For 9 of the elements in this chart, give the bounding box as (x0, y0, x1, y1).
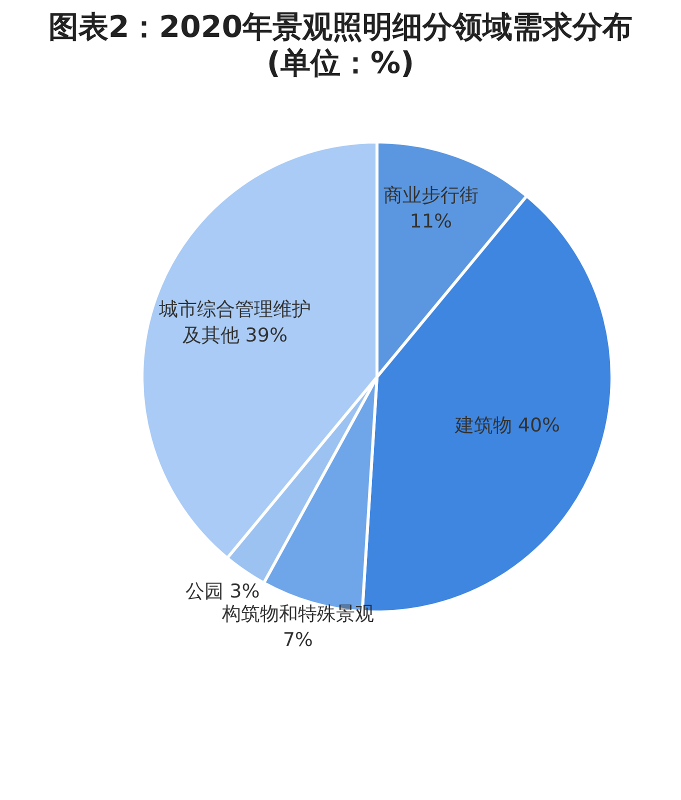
slice-label: 商业步行街 (383, 184, 478, 206)
slice-label: 公园 3% (186, 580, 260, 603)
chart-title: 图表2：2020年景观照明细分领域需求分布 (47, 10, 634, 46)
data-label: 11% (410, 210, 452, 232)
slice-label: 建筑物 40% (454, 414, 560, 437)
data-label: 7% (282, 629, 313, 652)
chart-subtitle: (单位：%) (266, 46, 416, 82)
slice-label: 城市综合管理维护及其他 39% (158, 298, 311, 347)
slice-label: 构筑物和特殊景观 (220, 603, 374, 626)
